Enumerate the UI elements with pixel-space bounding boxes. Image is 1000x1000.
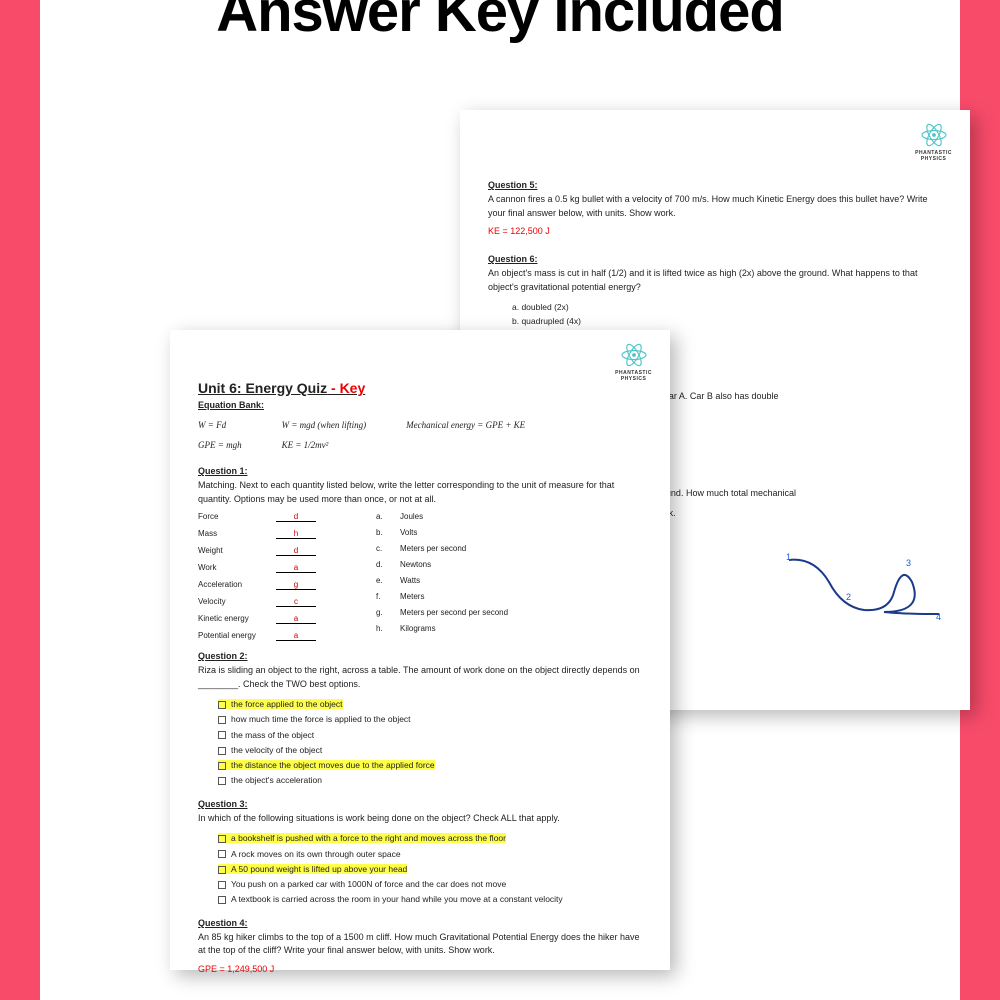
q2-text: Riza is sliding an object to the right, … — [198, 664, 642, 691]
option: the distance the object moves due to the… — [214, 758, 642, 773]
option: You push on a parked car with 1000N of f… — [214, 877, 642, 892]
q4-answer: GPE = 1,249,500 J — [198, 964, 642, 974]
match-key: h.Kilograms — [376, 624, 508, 633]
q5-text: A cannon fires a 0.5 kg bullet with a ve… — [488, 193, 942, 220]
equation-bank-label: Equation Bank: — [198, 400, 642, 410]
q6-text: An object's mass is cut in half (1/2) an… — [488, 267, 942, 294]
q4-heading: Question 4: — [198, 918, 642, 928]
match-row: Massh — [198, 529, 316, 539]
match-key: d.Newtons — [376, 560, 508, 569]
q1-text: Matching. Next to each quantity listed b… — [198, 479, 642, 506]
eq-wl: W = mgd (when lifting) — [282, 420, 367, 430]
q3-text: In which of the following situations is … — [198, 812, 642, 826]
eq-w: W = Fd — [198, 420, 242, 430]
svg-text:1: 1 — [786, 552, 791, 562]
logo-sub: PHYSICS — [921, 156, 946, 162]
match-row: Weightd — [198, 546, 316, 556]
match-key: c.Meters per second — [376, 544, 508, 553]
svg-text:4: 4 — [936, 612, 941, 622]
q5-heading: Question 5: — [488, 180, 942, 190]
option: the mass of the object — [214, 728, 642, 743]
q4-text: An 85 kg hiker climbs to the top of a 15… — [198, 931, 642, 958]
match-key: b.Volts — [376, 528, 508, 537]
svg-text:2: 2 — [846, 592, 851, 602]
page-front: PHANTASTICPHYSICS Unit 6: Energy Quiz - … — [170, 330, 670, 970]
match-key: e.Watts — [376, 576, 508, 585]
match-row: Potential energya — [198, 631, 316, 641]
option: how much time the force is applied to th… — [214, 712, 642, 727]
equation-bank: W = Fd GPE = mgh W = mgd (when lifting) KE… — [198, 420, 642, 450]
match-row: Velocityc — [198, 597, 316, 607]
canvas: Answer Key Included PHANTASTICPHYSICS Qu… — [40, 0, 960, 1000]
match-row: Worka — [198, 563, 316, 573]
match-key: f.Meters — [376, 592, 508, 601]
option: a. doubled (2x) — [512, 300, 942, 314]
q2-options: the force applied to the objecthow much … — [214, 697, 642, 789]
eq-me: Mechanical energy = GPE + KE — [406, 420, 525, 430]
option: A 50 pound weight is lifted up above you… — [214, 862, 642, 877]
q5-answer: KE = 122,500 J — [488, 226, 942, 236]
option: the force applied to the object — [214, 697, 642, 712]
logo: PHANTASTICPHYSICS — [615, 340, 652, 382]
option: A rock moves on its own through outer sp… — [214, 847, 642, 862]
option: the object's acceleration — [214, 773, 642, 788]
option: A textbook is carried across the room in… — [214, 892, 642, 907]
svg-text:3: 3 — [906, 558, 911, 568]
match-key: g.Meters per second per second — [376, 608, 508, 617]
match-row: Accelerationg — [198, 580, 316, 590]
match-row: Forced — [198, 512, 316, 522]
q3-heading: Question 3: — [198, 799, 642, 809]
logo: PHANTASTICPHYSICS — [915, 120, 952, 162]
logo-sub: PHYSICS — [621, 376, 646, 382]
match-row: Kinetic energya — [198, 614, 316, 624]
quiz-title: Unit 6: Energy Quiz - Key — [198, 380, 642, 396]
match-key: a.Joules — [376, 512, 508, 521]
eq-gpe: GPE = mgh — [198, 440, 242, 450]
atom-icon — [619, 340, 649, 370]
option: b. quadrupled (4x) — [512, 314, 942, 328]
q3-options: a bookshelf is pushed with a force to th… — [214, 831, 642, 907]
page-title: Answer Key Included — [40, 0, 960, 45]
q2-heading: Question 2: — [198, 651, 642, 661]
q6-heading: Question 6: — [488, 254, 942, 264]
atom-icon — [919, 120, 949, 150]
option: the velocity of the object — [214, 743, 642, 758]
option: a bookshelf is pushed with a force to th… — [214, 831, 642, 846]
coaster-diagram: 1 2 3 4 — [784, 552, 944, 632]
q1-grid: Forced Massh Weightd Worka Accelerationg Velo… — [198, 512, 642, 641]
q1-heading: Question 1: — [198, 466, 642, 476]
eq-ke: KE = 1/2mv² — [282, 440, 367, 450]
